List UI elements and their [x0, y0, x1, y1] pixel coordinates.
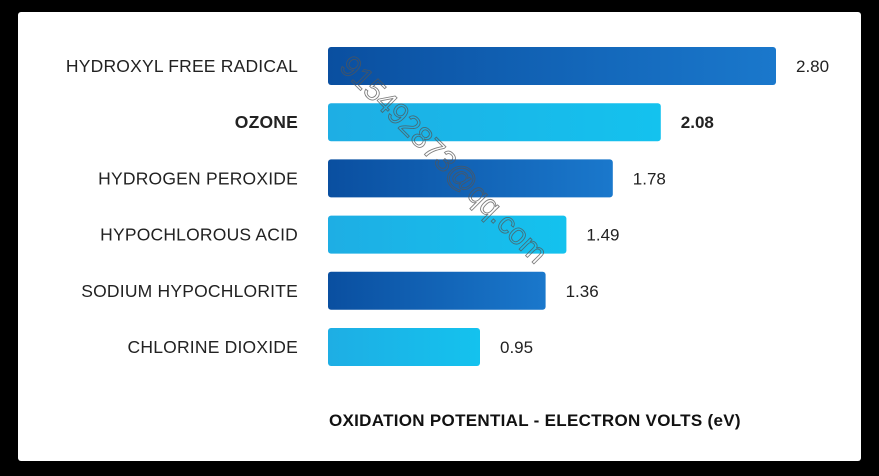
- bar-1: [328, 103, 661, 142]
- value-label-3: 1.49: [586, 226, 619, 245]
- value-label-5: 0.95: [500, 338, 533, 357]
- x-axis-title: OXIDATION POTENTIAL - ELECTRON VOLTS (eV…: [329, 411, 741, 430]
- category-label-3: HYPOCHLOROUS ACID: [100, 225, 298, 245]
- bar-4: [328, 271, 546, 310]
- bars-layer: HYDROXYL FREE RADICAL 2.80 OZONE 2.08 HYDROG…: [66, 47, 829, 366]
- value-label-1: 2.08: [681, 113, 714, 132]
- value-label-4: 1.36: [566, 282, 599, 301]
- bar-5: [328, 328, 480, 366]
- category-label-1: OZONE: [235, 112, 298, 132]
- value-label-0: 2.80: [796, 57, 829, 76]
- category-label-2: HYDROGEN PEROXIDE: [98, 168, 298, 188]
- bar-2: [328, 159, 613, 198]
- category-label-5: CHLORINE DIOXIDE: [128, 337, 298, 357]
- category-label-0: HYDROXYL FREE RADICAL: [66, 56, 298, 76]
- bar-3: [328, 215, 567, 254]
- bar-0: [328, 47, 776, 85]
- category-label-4: SODIUM HYPOCHLORITE: [81, 281, 298, 301]
- value-label-2: 1.78: [633, 169, 666, 188]
